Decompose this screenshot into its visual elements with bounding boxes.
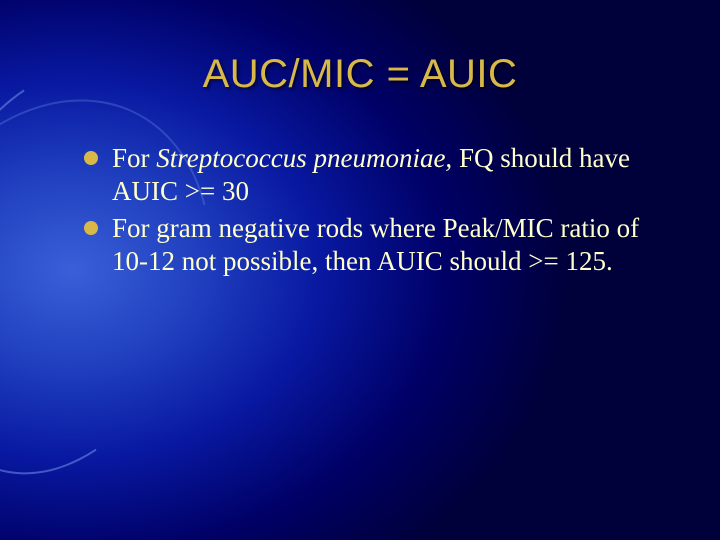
bullet-text-prefix: For: [112, 143, 156, 173]
bullet-icon: [84, 151, 98, 165]
bullet-icon: [84, 221, 98, 235]
bullet-text-prefix: For gram negative rods where Peak/MIC ra…: [112, 213, 639, 276]
bullet-text-italic: Streptococcus pneumoniae,: [156, 143, 452, 173]
slide-body: For Streptococcus pneumoniae, FQ should …: [84, 142, 660, 282]
decorative-arc-2: [0, 43, 278, 540]
bullet-item: For gram negative rods where Peak/MIC ra…: [84, 212, 660, 278]
slide: AUC/MIC = AUIC For Streptococcus pneumon…: [0, 0, 720, 540]
slide-title: AUC/MIC = AUIC: [0, 52, 720, 97]
bullet-item: For Streptococcus pneumoniae, FQ should …: [84, 142, 660, 208]
